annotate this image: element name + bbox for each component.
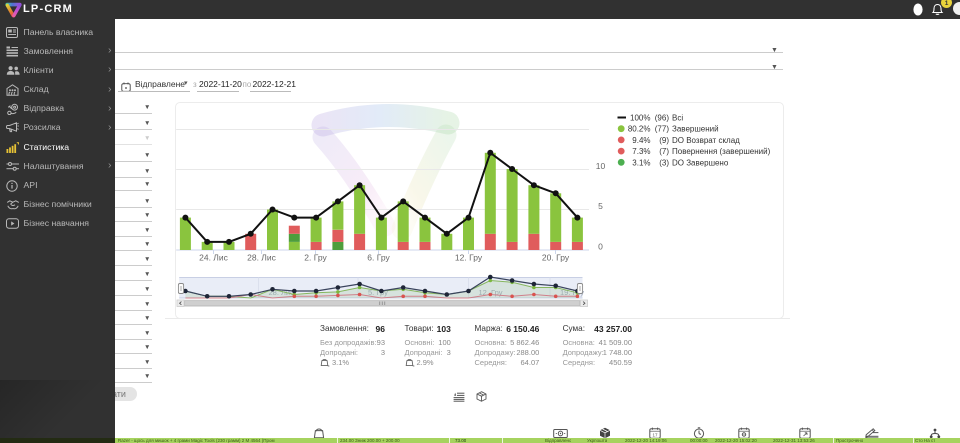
svg-text:80.2%: 80.2% (627, 124, 650, 133)
svg-text:DO Завершено: DO Завершено (672, 158, 729, 167)
svg-text:100%: 100% (630, 113, 650, 122)
svg-text:5. Гру: 5. Гру (368, 288, 388, 297)
svg-text:6. Гру: 6. Гру (367, 252, 390, 262)
svg-text:x: x (412, 364, 414, 367)
svg-text:2. Гру: 2. Гру (304, 252, 327, 262)
svg-text:7.3%: 7.3% (632, 147, 650, 156)
svg-text:5: 5 (598, 201, 603, 211)
svg-text:0: 0 (598, 241, 603, 251)
svg-text:20. Гру: 20. Гру (541, 252, 569, 262)
svg-text:19. Гру: 19. Гру (560, 288, 584, 297)
svg-text:12. Гру: 12. Гру (454, 252, 482, 262)
svg-text:(96): (96) (654, 113, 669, 122)
svg-text:28. Лис: 28. Лис (247, 252, 277, 262)
svg-text:12. Гру: 12. Гру (478, 288, 502, 297)
svg-text:Завершений: Завершений (672, 124, 719, 133)
svg-text:10: 10 (595, 161, 605, 171)
svg-text:28. Лис: 28. Лис (268, 288, 294, 297)
svg-text:(77): (77) (654, 124, 669, 133)
svg-text:9.4%: 9.4% (632, 135, 650, 144)
svg-text:3.1%: 3.1% (632, 158, 650, 167)
svg-text:24. Лис: 24. Лис (199, 252, 229, 262)
svg-text:(3): (3) (659, 158, 669, 167)
svg-text:DO Возврат склад: DO Возврат склад (672, 135, 740, 144)
svg-text:Всі: Всі (672, 113, 683, 122)
svg-text:Повернення (завершений): Повернення (завершений) (672, 147, 771, 156)
svg-text:(9): (9) (659, 135, 669, 144)
svg-text:x: x (328, 364, 330, 367)
svg-text:17: 17 (652, 433, 658, 438)
svg-text:(7): (7) (659, 147, 669, 156)
